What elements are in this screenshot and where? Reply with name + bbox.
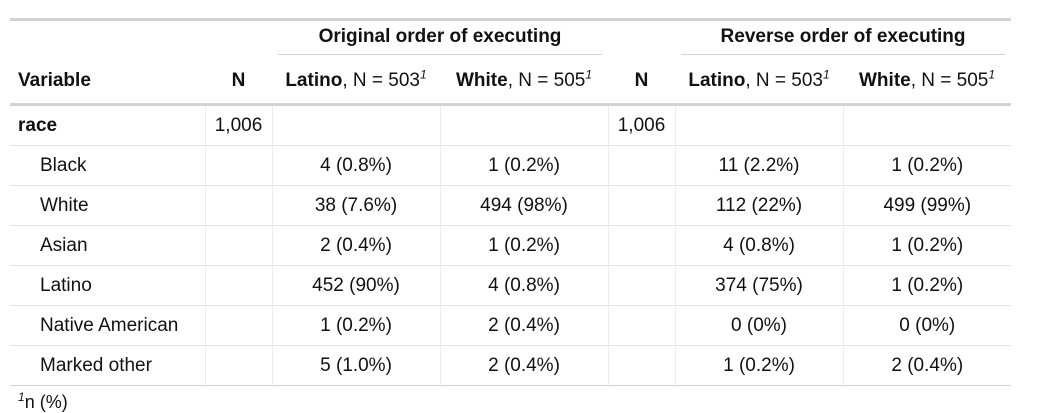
- row-label: Black: [10, 145, 205, 186]
- spanner-blank: [10, 18, 272, 59]
- row-label: race: [10, 104, 205, 146]
- table-row: White 38 (7.6%) 494 (98%) 112 (22%) 499 …: [10, 185, 1012, 226]
- cell-latino-reverse: 112 (22%): [674, 185, 844, 226]
- col-white-reverse: White, N = 5051: [843, 59, 1012, 106]
- cell-latino-original: 1 (0.2%): [271, 305, 440, 346]
- cell-white-reverse: 0 (0%): [842, 305, 1012, 346]
- column-header-row: Variable N Latino, N = 5031 White, N = 5…: [10, 59, 1012, 106]
- cell-n-reverse: [607, 345, 676, 386]
- cell-latino-original: 5 (1.0%): [271, 345, 440, 386]
- cell-n-reverse: [607, 185, 676, 226]
- cell-white-original: 2 (0.4%): [439, 345, 609, 386]
- cell-latino-original: 452 (90%): [271, 265, 440, 306]
- spanner-blank-2: [608, 18, 676, 59]
- cell-latino-reverse: 4 (0.8%): [674, 225, 844, 266]
- cell-n-original: [204, 345, 272, 386]
- cell-white-original: 2 (0.4%): [439, 305, 609, 346]
- cell-latino-reverse: 11 (2.2%): [674, 145, 844, 186]
- row-label: Latino: [10, 265, 205, 306]
- cell-latino-original: 4 (0.8%): [271, 145, 440, 186]
- cell-white-original: [439, 104, 609, 146]
- cell-latino-reverse: 374 (75%): [674, 265, 844, 306]
- cell-white-reverse: 1 (0.2%): [842, 225, 1012, 266]
- col-n-reverse: N: [608, 59, 676, 106]
- spanner-original-order: Original order of executing: [272, 18, 609, 59]
- cell-n-reverse: [607, 305, 676, 346]
- cell-latino-original: [271, 104, 440, 146]
- cell-n-original: [204, 305, 272, 346]
- col-variable: Variable: [10, 59, 205, 106]
- cell-white-original: 1 (0.2%): [439, 145, 609, 186]
- table-row: Asian 2 (0.4%) 1 (0.2%) 4 (0.8%) 1 (0.2%…: [10, 225, 1012, 266]
- row-label: Asian: [10, 225, 205, 266]
- row-label: Native American: [10, 305, 205, 346]
- col-latino-reverse: Latino, N = 5031: [675, 59, 844, 106]
- spanner-header-row: Original order of executing Reverse orde…: [10, 18, 1012, 59]
- footnote-text: n (%): [24, 392, 68, 412]
- cell-n-reverse: 1,006: [607, 104, 676, 146]
- cell-latino-reverse: 0 (0%): [674, 305, 844, 346]
- row-label: Marked other: [10, 345, 205, 386]
- table-row: Marked other 5 (1.0%) 2 (0.4%) 1 (0.2%) …: [10, 345, 1012, 386]
- cell-n-original: 1,006: [204, 104, 272, 146]
- cell-latino-original: 38 (7.6%): [271, 185, 440, 226]
- cell-n-original: [204, 145, 272, 186]
- cell-white-reverse: 2 (0.4%): [842, 345, 1012, 386]
- cell-white-original: 4 (0.8%): [439, 265, 609, 306]
- cell-n-reverse: [607, 145, 676, 186]
- table-row: Black 4 (0.8%) 1 (0.2%) 11 (2.2%) 1 (0.2…: [10, 145, 1012, 186]
- table-row: Latino 452 (90%) 4 (0.8%) 374 (75%) 1 (0…: [10, 265, 1012, 306]
- cell-n-original: [204, 185, 272, 226]
- cell-white-reverse: [842, 104, 1012, 146]
- col-n-original: N: [205, 59, 272, 106]
- table-footnote: 1n (%): [18, 390, 68, 413]
- cell-n-original: [204, 265, 272, 306]
- summary-table: Original order of executing Reverse orde…: [10, 18, 1012, 386]
- table-row: race 1,006 1,006: [10, 104, 1012, 146]
- cell-white-original: 1 (0.2%): [439, 225, 609, 266]
- spanner-reverse-order: Reverse order of executing: [675, 18, 1012, 59]
- table-row: Native American 1 (0.2%) 2 (0.4%) 0 (0%)…: [10, 305, 1012, 346]
- col-latino-original: Latino, N = 5031: [272, 59, 440, 106]
- footnote-mark: 1: [18, 390, 25, 404]
- col-white-original: White, N = 5051: [440, 59, 609, 106]
- cell-latino-original: 2 (0.4%): [271, 225, 440, 266]
- cell-n-reverse: [607, 225, 676, 266]
- cell-white-reverse: 1 (0.2%): [842, 145, 1012, 186]
- cell-latino-reverse: [674, 104, 844, 146]
- summary-table-container: Original order of executing Reverse orde…: [10, 18, 1012, 386]
- cell-latino-reverse: 1 (0.2%): [674, 345, 844, 386]
- cell-white-original: 494 (98%): [439, 185, 609, 226]
- cell-white-reverse: 1 (0.2%): [842, 265, 1012, 306]
- row-label: White: [10, 185, 205, 226]
- cell-n-original: [204, 225, 272, 266]
- cell-white-reverse: 499 (99%): [842, 185, 1012, 226]
- cell-n-reverse: [607, 265, 676, 306]
